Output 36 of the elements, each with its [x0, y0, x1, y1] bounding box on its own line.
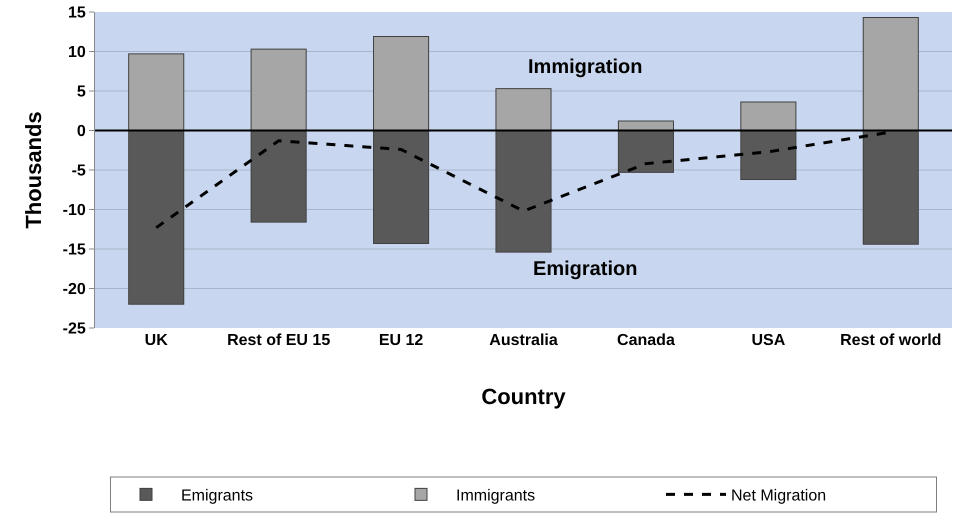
bar [250, 48, 307, 131]
x-tick-label: Australia [489, 332, 558, 349]
y-tick-label: 0 [76, 123, 86, 140]
legend-label: Net Migration [731, 488, 826, 505]
y-tick-label: -25 [62, 320, 86, 338]
bar [862, 17, 919, 131]
y-tick-label: -5 [72, 162, 86, 180]
x-tick-label: Canada [617, 332, 675, 349]
legend-label: Emigrants [181, 488, 254, 505]
y-tick-label: 15 [68, 4, 86, 22]
x-tick-label: Rest of EU 15 [227, 332, 330, 349]
x-tick-label: Rest of world [840, 332, 942, 349]
x-tick-label: USA [751, 332, 786, 349]
bar [740, 102, 796, 131]
annotation: Immigration [528, 56, 642, 78]
bar [128, 53, 184, 131]
x-tick-label: UK [144, 332, 168, 349]
bar [495, 130, 552, 253]
bar [862, 130, 919, 245]
y-tick-label: 10 [68, 44, 86, 62]
bar [495, 88, 552, 131]
bar [373, 36, 430, 131]
y-tick-label: -15 [62, 242, 86, 259]
legend-label: Immigrants [456, 488, 536, 505]
y-tick-label: -10 [62, 202, 86, 220]
y-tick-label: 5 [76, 84, 86, 101]
bar [373, 130, 430, 244]
annotation: Emigration [533, 258, 638, 280]
y-axis-title: Thousands [21, 111, 46, 229]
bar [250, 130, 307, 223]
bar [128, 130, 184, 305]
x-axis-title: Country [481, 384, 566, 409]
y-tick-label: -20 [62, 281, 86, 298]
bar [618, 130, 674, 173]
bar [740, 130, 796, 180]
x-tick-label: EU 12 [378, 332, 424, 349]
